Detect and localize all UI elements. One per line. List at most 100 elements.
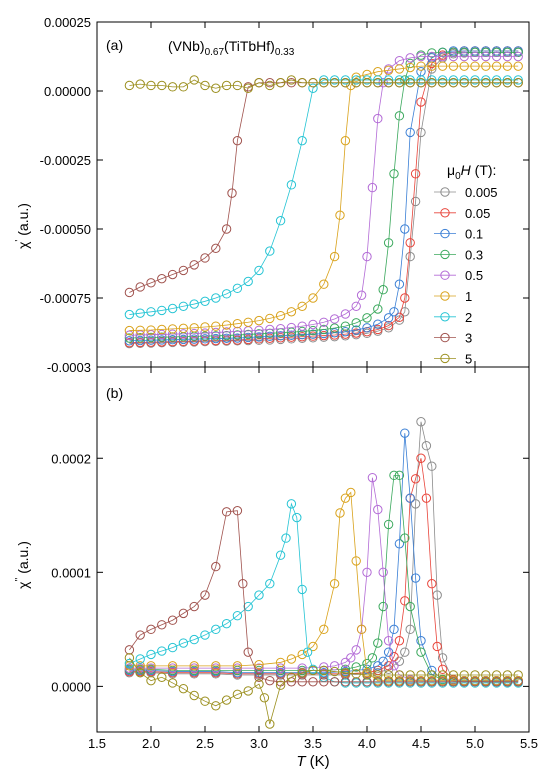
data-point (232, 689, 243, 700)
data-point (308, 325, 318, 336)
data-point (167, 82, 178, 92)
data-point (437, 51, 448, 62)
data-point (394, 656, 405, 666)
data-point (373, 677, 383, 687)
data-point (286, 327, 297, 337)
data-point (167, 678, 178, 688)
data-point (427, 51, 437, 62)
data-point (189, 299, 199, 309)
series-0_05 (124, 453, 523, 686)
data-point (286, 307, 297, 317)
data-point (400, 596, 410, 606)
data-point (448, 61, 459, 71)
data-point (340, 309, 351, 319)
data-point (157, 332, 167, 342)
data-point (410, 169, 421, 179)
data-point (405, 251, 415, 262)
data-point (329, 330, 340, 340)
data-point (221, 333, 232, 343)
data-point (389, 624, 399, 635)
data-point (383, 323, 394, 333)
data-point (178, 608, 189, 619)
data-point (405, 493, 415, 503)
legend-marker (440, 312, 450, 322)
data-point (340, 135, 351, 146)
data-point (437, 75, 448, 85)
data-point (416, 647, 426, 657)
data-point (437, 670, 448, 680)
data-point (146, 332, 156, 343)
data-point (421, 493, 432, 503)
data-point (340, 78, 351, 88)
data-point (167, 334, 178, 345)
data-point (221, 320, 232, 330)
data-point (254, 590, 264, 600)
data-point (286, 672, 297, 682)
data-point (351, 645, 361, 655)
data-point (221, 618, 232, 629)
data-point (383, 677, 394, 687)
x-tick-label: 4.5 (412, 736, 430, 751)
data-point (167, 661, 178, 671)
data-point (135, 333, 145, 343)
data-point (362, 567, 372, 578)
series-5 (124, 75, 523, 93)
series-line (129, 65, 519, 331)
data-point (157, 335, 167, 345)
data-point (178, 334, 189, 345)
data-point (405, 601, 415, 612)
data-point (135, 661, 145, 671)
data-point (351, 72, 361, 82)
data-point (383, 75, 394, 85)
x-tick-label: 3.5 (304, 736, 322, 751)
data-point (367, 182, 378, 193)
data-point (502, 51, 513, 62)
data-point (281, 533, 291, 543)
data-point (459, 670, 469, 680)
data-point (254, 265, 264, 276)
data-point (394, 470, 405, 481)
data-point (394, 78, 405, 88)
data-point (329, 677, 340, 687)
legend-marker (440, 208, 450, 218)
data-point (459, 677, 469, 687)
data-point (373, 670, 383, 680)
series-3 (124, 506, 523, 687)
data-point (265, 313, 275, 324)
data-point (265, 246, 275, 256)
data-point (373, 661, 383, 671)
data-point (254, 679, 264, 689)
data-point (351, 328, 361, 338)
data-point (189, 328, 199, 339)
data-point (302, 647, 313, 657)
data-point (200, 253, 210, 263)
data-point (319, 324, 329, 335)
data-point (383, 636, 394, 646)
data-point (232, 326, 243, 337)
data-point (254, 660, 264, 670)
data-point (513, 75, 523, 85)
data-point (340, 677, 351, 687)
y-tick-label: 0.00025 (44, 15, 91, 30)
data-point (232, 80, 243, 91)
x-tick-label: 1.5 (88, 736, 106, 751)
data-point (383, 661, 394, 671)
x-tick-label: 5.5 (520, 736, 538, 751)
series-line (129, 510, 519, 683)
data-point (373, 638, 383, 648)
data-point (157, 324, 167, 335)
data-point (329, 661, 340, 671)
data-point (211, 661, 221, 671)
data-point (389, 661, 399, 671)
data-point (329, 328, 340, 338)
data-point (254, 325, 264, 335)
data-point (416, 670, 426, 680)
data-point (383, 78, 394, 88)
data-point (470, 78, 480, 88)
legend-marker (440, 353, 450, 364)
series-1 (124, 61, 523, 336)
data-point (373, 319, 383, 329)
y-tick-label: -0.0003 (47, 360, 91, 375)
series-line (129, 51, 519, 339)
data-point (275, 680, 286, 690)
